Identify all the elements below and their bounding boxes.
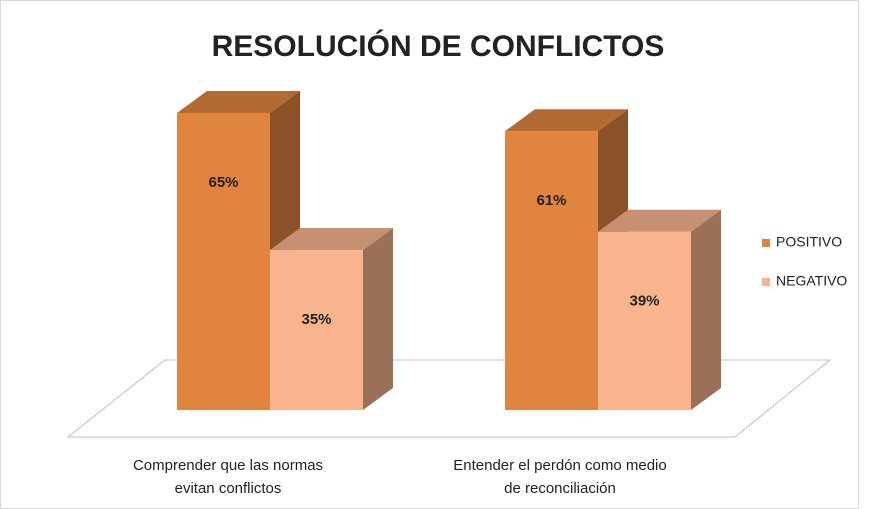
bar xyxy=(598,231,691,410)
legend-swatch xyxy=(762,239,770,247)
x-tick-label: Comprender que las normas xyxy=(133,457,323,474)
legend-label: POSITIVO xyxy=(776,234,842,250)
bar xyxy=(270,250,363,410)
bar-side xyxy=(691,209,721,410)
data-label: 61% xyxy=(536,192,566,209)
bar xyxy=(177,112,270,410)
x-tick-label: Entender el perdón como medio xyxy=(453,457,666,474)
bar-top xyxy=(270,228,393,251)
data-label: 35% xyxy=(301,311,331,328)
data-label: 39% xyxy=(629,293,659,310)
bar xyxy=(505,131,598,411)
bar-top xyxy=(177,90,300,113)
x-tick-label: de reconciliación xyxy=(504,480,616,497)
bar-top xyxy=(598,209,721,232)
bar-side xyxy=(363,228,393,410)
legend-label: NEGATIVO xyxy=(776,273,847,289)
data-label: 65% xyxy=(208,174,238,191)
chart-title: RESOLUCIÓN DE CONFLICTOS xyxy=(212,29,665,63)
x-tick-label: evitan conflictos xyxy=(175,480,282,497)
legend-swatch xyxy=(762,278,770,286)
bar-top xyxy=(505,109,628,132)
